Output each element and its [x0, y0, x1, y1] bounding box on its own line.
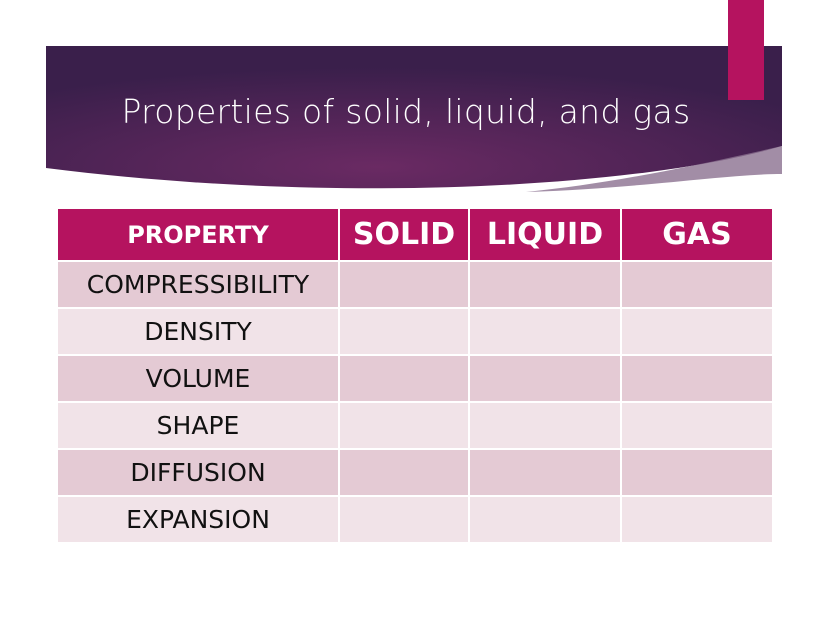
property-cell: DENSITY: [56, 307, 340, 356]
value-cell[interactable]: [338, 307, 470, 356]
value-cell[interactable]: [620, 448, 774, 497]
value-cell[interactable]: [468, 448, 622, 497]
property-cell: VOLUME: [56, 354, 340, 403]
table-row: SHAPE: [56, 401, 774, 450]
property-cell: DIFFUSION: [56, 448, 340, 497]
header-liquid: LIQUID: [468, 207, 622, 262]
header-solid: SOLID: [338, 207, 470, 262]
value-cell[interactable]: [468, 354, 622, 403]
header-property: PROPERTY: [56, 207, 340, 262]
table-row: VOLUME: [56, 354, 774, 403]
value-cell[interactable]: [338, 401, 470, 450]
value-cell[interactable]: [338, 354, 470, 403]
accent-tab: [728, 0, 764, 100]
value-cell[interactable]: [620, 307, 774, 356]
header-gas: GAS: [620, 207, 774, 262]
property-cell: EXPANSION: [56, 495, 340, 544]
value-cell[interactable]: [620, 354, 774, 403]
properties-table: PROPERTY SOLID LIQUID GAS COMPRESSIBILIT…: [56, 207, 774, 544]
header-row: PROPERTY SOLID LIQUID GAS: [56, 207, 774, 262]
value-cell[interactable]: [468, 495, 622, 544]
property-cell: SHAPE: [56, 401, 340, 450]
table-row: EXPANSION: [56, 495, 774, 544]
value-cell[interactable]: [468, 260, 622, 309]
value-cell[interactable]: [620, 495, 774, 544]
value-cell[interactable]: [338, 260, 470, 309]
table-row: COMPRESSIBILITY: [56, 260, 774, 309]
table-row: DENSITY: [56, 307, 774, 356]
slide-title: Properties of solid, liquid, and gas: [121, 92, 691, 131]
table-row: DIFFUSION: [56, 448, 774, 497]
property-cell: COMPRESSIBILITY: [56, 260, 340, 309]
value-cell[interactable]: [620, 401, 774, 450]
value-cell[interactable]: [338, 495, 470, 544]
title-banner: [46, 46, 782, 192]
value-cell[interactable]: [620, 260, 774, 309]
value-cell[interactable]: [468, 401, 622, 450]
value-cell[interactable]: [468, 307, 622, 356]
value-cell[interactable]: [338, 448, 470, 497]
